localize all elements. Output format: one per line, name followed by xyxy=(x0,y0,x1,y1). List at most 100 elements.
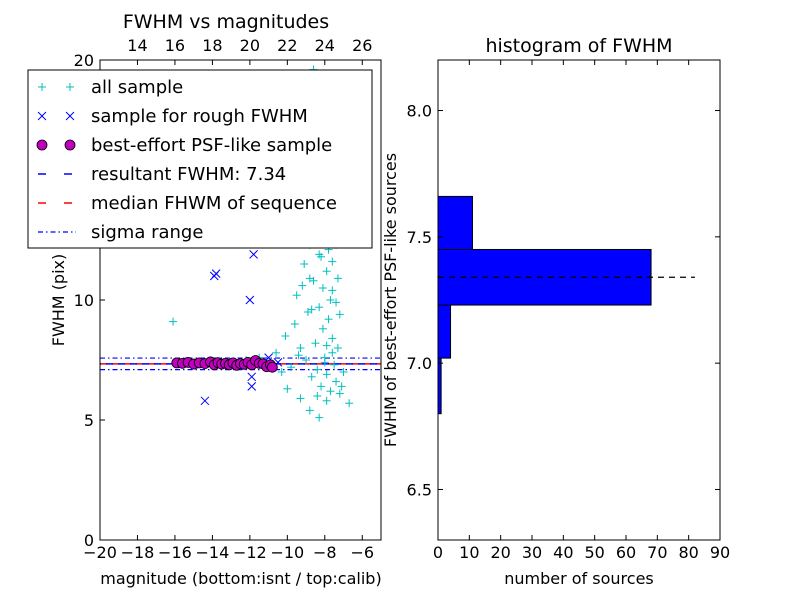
scatter-xtick-label: −8 xyxy=(313,543,337,562)
all-sample-point xyxy=(169,317,178,326)
all-sample-point xyxy=(313,365,322,374)
legend-label-median-fwhm: median FHWM of sequence xyxy=(91,193,337,214)
scatter-top-tick-label: 24 xyxy=(315,36,335,55)
all-sample-point xyxy=(287,363,296,372)
scatter-title: FWHM vs magnitudes xyxy=(123,11,329,33)
all-sample-point xyxy=(292,291,301,300)
all-sample-point xyxy=(339,368,348,376)
all-sample-point xyxy=(302,356,311,364)
rough-sample-point xyxy=(200,396,210,406)
all-sample-point xyxy=(330,360,339,369)
histogram-title: histogram of FWHM xyxy=(485,35,672,57)
scatter-top-tick-label: 26 xyxy=(352,36,372,55)
legend-marker-best-sample xyxy=(64,139,76,151)
scatter-ytick-label: 10 xyxy=(74,291,94,310)
histogram-xtick-label: 0 xyxy=(433,543,443,562)
all-sample-point xyxy=(335,389,344,398)
legend-marker-rough-sample xyxy=(37,111,47,121)
scatter-xtick-label: −20 xyxy=(83,543,117,562)
legend-marker-all-sample xyxy=(38,83,46,91)
histogram-ticks: 0 10 20 30 40 50 60 70 80 90 6.5 7.0 7.5 8.0 xyxy=(407,60,730,562)
all-sample-point xyxy=(305,406,314,415)
histogram-bar xyxy=(437,304,452,359)
scatter-xlabel: magnitude (bottom:isnt / top:calib) xyxy=(100,569,381,588)
scatter-top-tick-label: 22 xyxy=(277,36,297,55)
all-sample-point xyxy=(322,267,331,276)
all-sample-point xyxy=(333,344,342,352)
histogram-ylabel: FWHM of best-effort PSF-like sources xyxy=(381,153,400,447)
all-sample-point xyxy=(281,332,290,340)
all-sample-point xyxy=(328,257,337,266)
scatter-ytick-label: 20 xyxy=(74,51,94,70)
scatter-ytick-label: 5 xyxy=(84,411,94,430)
legend-marker-best-sample xyxy=(36,139,48,151)
all-sample-point xyxy=(326,387,335,396)
all-sample-point xyxy=(311,339,320,348)
all-sample-point xyxy=(320,358,329,367)
scatter-xtick-label: −18 xyxy=(121,543,155,562)
all-sample-point xyxy=(296,344,305,352)
legend-marker-all-sample xyxy=(66,83,74,91)
scatter-xtick-label: −12 xyxy=(233,543,267,562)
all-sample-point xyxy=(332,298,341,307)
rough-sample-point xyxy=(249,250,258,259)
rough-sample-point xyxy=(247,382,257,391)
rough-sample-point xyxy=(211,269,221,278)
scatter-top-tick-label: 20 xyxy=(240,36,260,55)
all-sample-point xyxy=(318,324,327,333)
scatter-top-tick-label: 18 xyxy=(202,36,222,55)
best-sample-point xyxy=(266,361,278,373)
histogram-panel: histogram of FWHM 0 10 20 30 40 50 60 70 80 90 6.5… xyxy=(381,35,730,588)
scatter-xtick-label: −10 xyxy=(270,543,304,562)
scatter-top-tick-label: 16 xyxy=(165,36,185,55)
all-sample-point xyxy=(313,392,322,400)
histogram-xtick-label: 20 xyxy=(490,543,510,562)
histogram-xtick-label: 70 xyxy=(647,543,667,562)
all-sample-point xyxy=(283,384,292,393)
histogram-xtick-label: 40 xyxy=(553,543,573,562)
legend: all sample sample for rough FWHM best-ef… xyxy=(27,69,373,249)
legend-label-sigma-range: sigma range xyxy=(91,222,203,243)
legend-label-all-sample: all sample xyxy=(91,77,183,98)
legend-box xyxy=(27,69,373,249)
scatter-ticks: −20 −18 −16 −14 −12 −10 −8 −6 14 16 18 20 22 24 26 0 5 10… xyxy=(74,36,374,562)
all-sample-point xyxy=(294,351,303,360)
scatter-xtick-label: −6 xyxy=(350,543,374,562)
all-sample-point xyxy=(326,296,335,304)
rough-sample-point xyxy=(245,295,255,305)
scatter-ytick-label: 0 xyxy=(84,531,94,550)
histogram-ytick-label: 7.5 xyxy=(407,228,432,247)
legend-markers xyxy=(36,83,76,233)
histogram-xtick-label: 60 xyxy=(616,543,636,562)
legend-label-resultant-fwhm: resultant FWHM: 7.34 xyxy=(91,164,286,185)
all-sample-point xyxy=(298,281,307,290)
histogram-xtick-label: 10 xyxy=(459,543,479,562)
all-sample-point xyxy=(333,274,342,283)
all-sample-point xyxy=(305,274,314,283)
all-sample-point xyxy=(272,348,281,357)
legend-marker-rough-sample xyxy=(65,111,75,121)
all-sample-point xyxy=(328,286,337,295)
all-sample-point xyxy=(345,399,354,408)
all-sample-point xyxy=(322,396,331,405)
all-sample-point xyxy=(315,303,324,312)
scatter-ylabel: FWHM (pix) xyxy=(49,254,68,347)
histogram-bar xyxy=(437,195,473,250)
legend-label-rough-sample: sample for rough FWHM xyxy=(91,106,308,127)
all-sample-point xyxy=(277,368,286,376)
all-sample-point xyxy=(328,334,337,343)
legend-label-best-sample: best-effort PSF-like sample xyxy=(91,135,332,156)
all-sample-point xyxy=(307,305,316,314)
all-sample-point xyxy=(300,260,309,268)
histogram-xlabel: number of sources xyxy=(504,569,654,588)
scatter-top-tick-label: 14 xyxy=(127,36,147,55)
histogram-xtick-label: 50 xyxy=(584,543,604,562)
histogram-ytick-label: 6.5 xyxy=(407,480,432,499)
scatter-panel: FWHM vs magnitudes −20 −18 −16 −14 −12 −10 −8−… xyxy=(27,11,382,588)
all-sample-point xyxy=(324,315,333,324)
histogram-xtick-label: 30 xyxy=(522,543,542,562)
scatter-xtick-label: −16 xyxy=(158,543,192,562)
all-sample-point xyxy=(317,382,326,391)
histogram-xtick-label: 90 xyxy=(710,543,730,562)
